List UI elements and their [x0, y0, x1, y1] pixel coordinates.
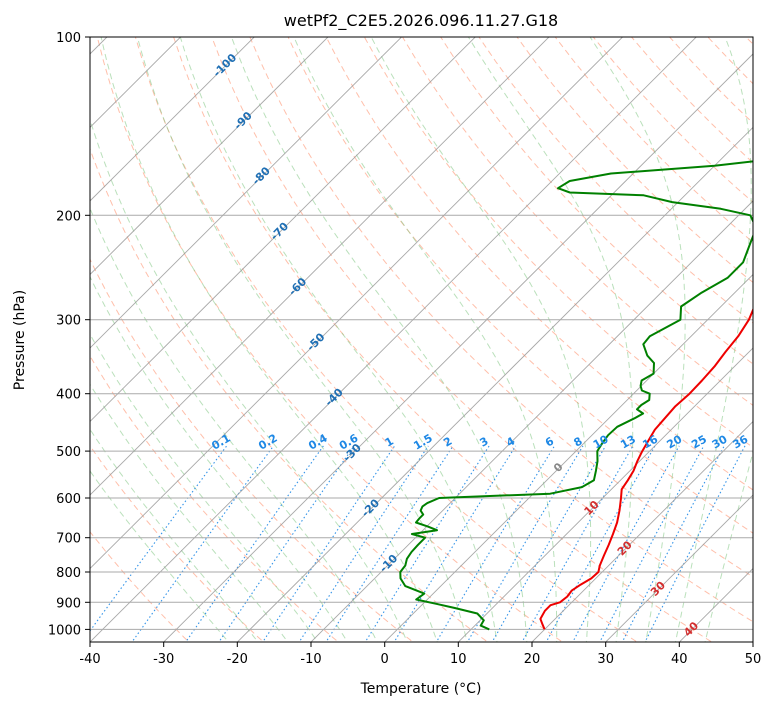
mixing-ratio-label: 13: [618, 433, 638, 452]
moist-adiabat: [40, 24, 380, 647]
moist-adiabat: [288, 24, 556, 647]
moist-adiabat: [582, 24, 686, 647]
dry-adiabat: [59, 37, 494, 647]
moist-adiabat: [0, 24, 321, 647]
isotherm-line: [12, 24, 636, 647]
temperature-profile-line: [540, 37, 775, 629]
x-tick-label: -10: [300, 652, 321, 667]
isotherm-line: [454, 24, 775, 647]
y-axis-label: Pressure (hPa): [12, 290, 28, 390]
x-tick-label: 10: [450, 652, 467, 667]
mixing-ratio-label: 20: [665, 432, 685, 451]
y-tick-label: 600: [56, 492, 81, 507]
y-tick-label: 800: [56, 566, 81, 581]
isotherm-line: [0, 24, 562, 647]
y-tick-label: 1000: [48, 623, 81, 638]
x-tick-label: -40: [79, 652, 100, 667]
mixing-ratio-label: 30: [710, 432, 730, 451]
isotherm-line: [0, 24, 194, 647]
isotherm-line: [0, 24, 415, 647]
warm-isotherm-label: 30: [648, 579, 668, 599]
isotherm-label: -20: [359, 496, 382, 519]
moist-adiabat: [98, 24, 438, 647]
mixing-ratio-line: [362, 446, 489, 647]
mixing-ratio-label: 0.2: [256, 432, 279, 453]
isotherm-label: -60: [286, 275, 309, 298]
x-tick-label: 0: [381, 652, 389, 667]
mixing-ratio-line: [296, 446, 428, 647]
moist-adiabat: [0, 24, 262, 647]
isotherm-line: [0, 24, 341, 647]
mixing-ratio-line: [643, 446, 745, 647]
mixing-ratio-label: 8: [571, 435, 584, 450]
mixing-ratio-label: 0.1: [209, 432, 232, 453]
mixing-ratio-line: [434, 446, 555, 647]
y-tick-label: 200: [56, 209, 81, 224]
x-tick-label: 20: [524, 652, 541, 667]
warm-isotherm-label: 10: [582, 498, 602, 518]
dry-adiabat: [403, 37, 775, 647]
mixing-ratio-label: 6: [543, 434, 556, 449]
mixing-ratio-line: [465, 446, 583, 647]
dry-adiabat: [441, 37, 775, 647]
x-tick-label: 40: [671, 652, 688, 667]
warm-isotherm-label: 40: [681, 619, 701, 639]
dry-adiabat: [174, 37, 720, 647]
mixing-ratio-line: [129, 446, 274, 647]
mixing-ratio-line: [260, 446, 395, 647]
mixing-ratio-label: 36: [731, 432, 751, 451]
y-tick-label: 500: [56, 445, 81, 460]
chart-title: wetPf2_C2E5.2026.096.11.27.G18: [284, 11, 558, 31]
isotherm-label: -50: [304, 330, 327, 353]
y-tick-label: 900: [56, 596, 81, 611]
dry-adiabat: [708, 37, 775, 647]
dry-adiabat: [0, 37, 344, 647]
mixing-ratio-line: [323, 446, 453, 647]
moist-adiabat: [176, 24, 497, 647]
isotherm-label: -90: [232, 109, 255, 132]
x-tick-label: 30: [597, 652, 614, 667]
background-lines: [0, 24, 775, 647]
warm-isotherm-label: 0: [551, 460, 566, 475]
mixing-ratio-line: [520, 446, 633, 647]
mixing-ratio-label: 1.5: [411, 432, 434, 453]
dry-adiabat: [0, 37, 194, 647]
isotherm-line: [0, 24, 268, 647]
mixing-ratio-line: [182, 446, 323, 647]
mixing-ratio-label: 25: [689, 433, 709, 452]
moist-adiabat: [365, 24, 591, 647]
y-tick-label: 400: [56, 388, 81, 403]
mixing-ratio-label: 0.4: [306, 431, 330, 452]
dry-adiabat: [746, 37, 775, 647]
moist-adiabat: [0, 24, 233, 647]
x-tick-label: 50: [745, 652, 762, 667]
dry-adiabat: [97, 37, 569, 647]
dry-adiabat: [0, 37, 269, 647]
isotherm-line: [748, 24, 775, 647]
dry-adiabat: [250, 37, 775, 647]
isotherm-label: -40: [323, 386, 346, 409]
x-tick-label: -20: [227, 652, 248, 667]
isotherm-label: -100: [211, 51, 240, 80]
y-tick-label: 100: [56, 31, 81, 46]
dry-adiabat: [555, 37, 775, 647]
isotherm-label: -80: [250, 164, 273, 187]
x-axis-label: Temperature (°C): [360, 681, 482, 697]
x-tick-label: -30: [153, 652, 174, 667]
y-tick-label: 300: [56, 314, 81, 329]
y-tick-label: 700: [56, 532, 81, 547]
